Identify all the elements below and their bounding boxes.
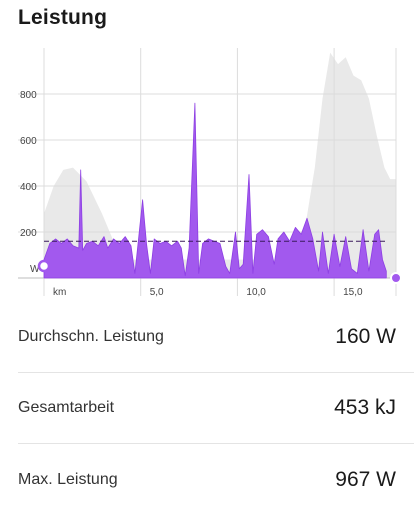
x-tick-label: 15,0 [343,287,363,298]
x-tick-label: 10,0 [246,287,266,298]
y-tick-label: 800 [20,90,37,101]
y-tick-label: 200 [20,228,37,239]
divider [18,372,414,373]
stat-value: 967 W [335,468,396,491]
range-start-handle[interactable] [37,259,51,273]
stat-row-max-power: Max. Leistung 967 W [18,454,396,506]
stat-label: Max. Leistung [18,471,118,488]
stat-row-total-work: Gesamtarbeit 453 kJ [18,382,396,434]
y-tick-label: 600 [20,136,37,147]
stat-row-average-power: Durchschn. Leistung 160 W [18,311,396,363]
power-chart[interactable]: 200 400 600 800 km 5,0 10,0 15,0 W [0,40,414,302]
stat-label: Durchschn. Leistung [18,328,164,345]
stat-label: Gesamtarbeit [18,399,115,416]
x-unit-label: km [53,287,66,298]
range-end-handle[interactable] [390,272,402,284]
stat-value: 160 W [335,325,396,348]
x-tick-label: 5,0 [150,287,164,298]
y-tick-label: 400 [20,182,37,193]
stat-value: 453 kJ [334,396,396,419]
power-area [43,102,387,279]
section-title: Leistung [18,6,108,29]
y-unit-label: W [30,264,40,275]
divider [18,443,414,444]
